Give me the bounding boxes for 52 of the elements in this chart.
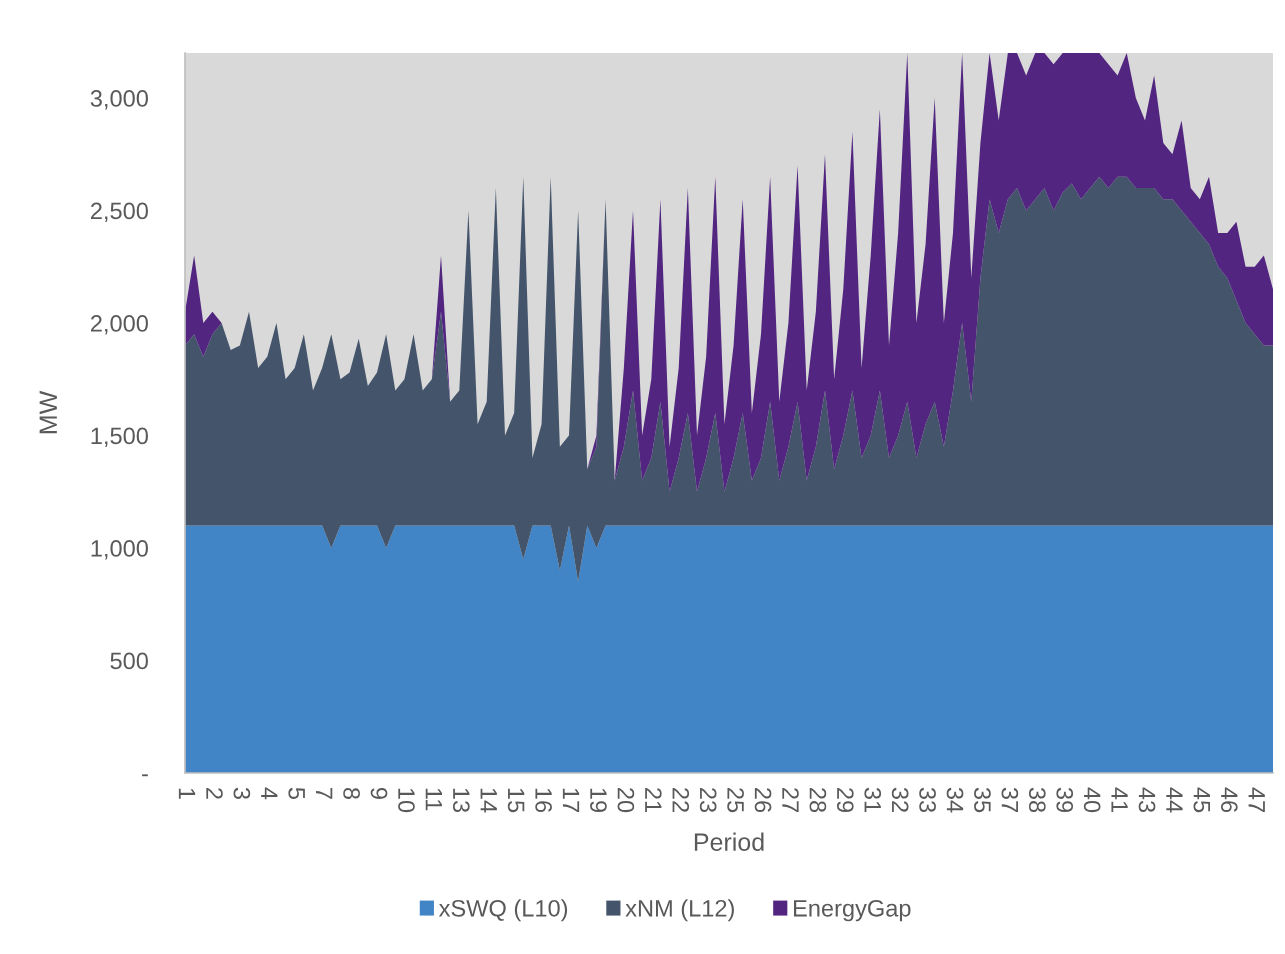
x-tick-label: 19 — [590, 788, 607, 813]
x-tick-label: 16 — [535, 788, 552, 813]
x-tick-label: 35 — [974, 787, 991, 813]
y-tick-label: 3,000 — [90, 90, 148, 110]
x-tick-label: 3 — [233, 787, 251, 799]
x-tick-label: 34 — [946, 787, 964, 813]
legend-label: EnergyGap — [794, 899, 911, 922]
y-tick-label: 2,000 — [91, 315, 148, 335]
x-tick-label: 9 — [370, 788, 388, 799]
x-tick-label: 43 — [1138, 787, 1156, 813]
x-tick-label: 7 — [316, 788, 333, 799]
x-tick-label: 1 — [178, 788, 196, 799]
x-tick-label: 14 — [480, 788, 497, 813]
x-tick-label: 40 — [1083, 787, 1101, 813]
x-tick-label: 26 — [754, 788, 772, 813]
x-tick-label: 20 — [617, 788, 635, 813]
x-tick-label: 21 — [645, 788, 662, 812]
x-tick-label: 28 — [809, 788, 827, 813]
x-tick-label: 44 — [1166, 787, 1183, 813]
x-tick-label: 32 — [891, 787, 909, 812]
x-tick-label: 10 — [398, 788, 415, 813]
x-tick-label: 22 — [672, 788, 690, 812]
x-tick-label: 29 — [836, 788, 854, 813]
x-tick-label: 41 — [1111, 787, 1128, 812]
y-tick-label: - — [142, 774, 148, 777]
x-tick-label: 23 — [699, 788, 717, 813]
x-tick-label: 2 — [206, 788, 223, 799]
x-axis-title: Period — [694, 832, 764, 851]
x-tick-label: 31 — [864, 787, 882, 812]
x-tick-label: 38 — [1028, 787, 1046, 813]
x-tick-label: 27 — [782, 788, 799, 812]
x-tick-label: 11 — [425, 788, 442, 811]
y-axis-title: MW — [39, 390, 57, 434]
x-tick-label: 33 — [919, 787, 936, 813]
x-tick-label: 13 — [452, 788, 470, 813]
legend-label: xSWQ (L10) — [438, 899, 568, 922]
legend-label: xNM (L12) — [625, 899, 734, 922]
x-tick-label: 46 — [1220, 787, 1238, 813]
x-tick-label: 4 — [261, 787, 278, 800]
y-tick-label: 1,500 — [91, 427, 148, 448]
x-tick-label: 25 — [727, 788, 744, 813]
x-tick-label: 45 — [1193, 787, 1210, 813]
x-tick-label: 47 — [1248, 787, 1265, 812]
y-tick-label: 1,000 — [91, 540, 148, 560]
x-tick-label: 17 — [562, 788, 580, 812]
y-tick-label: 2,500 — [91, 202, 148, 223]
y-tick-label: 500 — [110, 652, 148, 670]
x-tick-label: 8 — [343, 787, 360, 799]
x-tick-label: 39 — [1056, 787, 1074, 813]
x-tick-label: 37 — [1001, 787, 1019, 812]
x-tick-label: 15 — [507, 788, 525, 813]
x-tick-label: 5 — [288, 787, 305, 800]
